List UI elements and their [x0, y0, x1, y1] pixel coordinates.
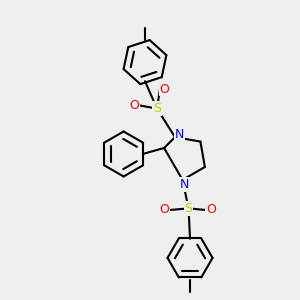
Text: S: S	[184, 202, 193, 215]
Text: O: O	[160, 82, 170, 96]
Text: O: O	[160, 203, 170, 216]
Text: N: N	[175, 128, 184, 141]
Text: S: S	[153, 102, 161, 115]
Text: O: O	[206, 203, 216, 216]
Text: O: O	[130, 99, 140, 112]
Text: N: N	[179, 178, 189, 191]
